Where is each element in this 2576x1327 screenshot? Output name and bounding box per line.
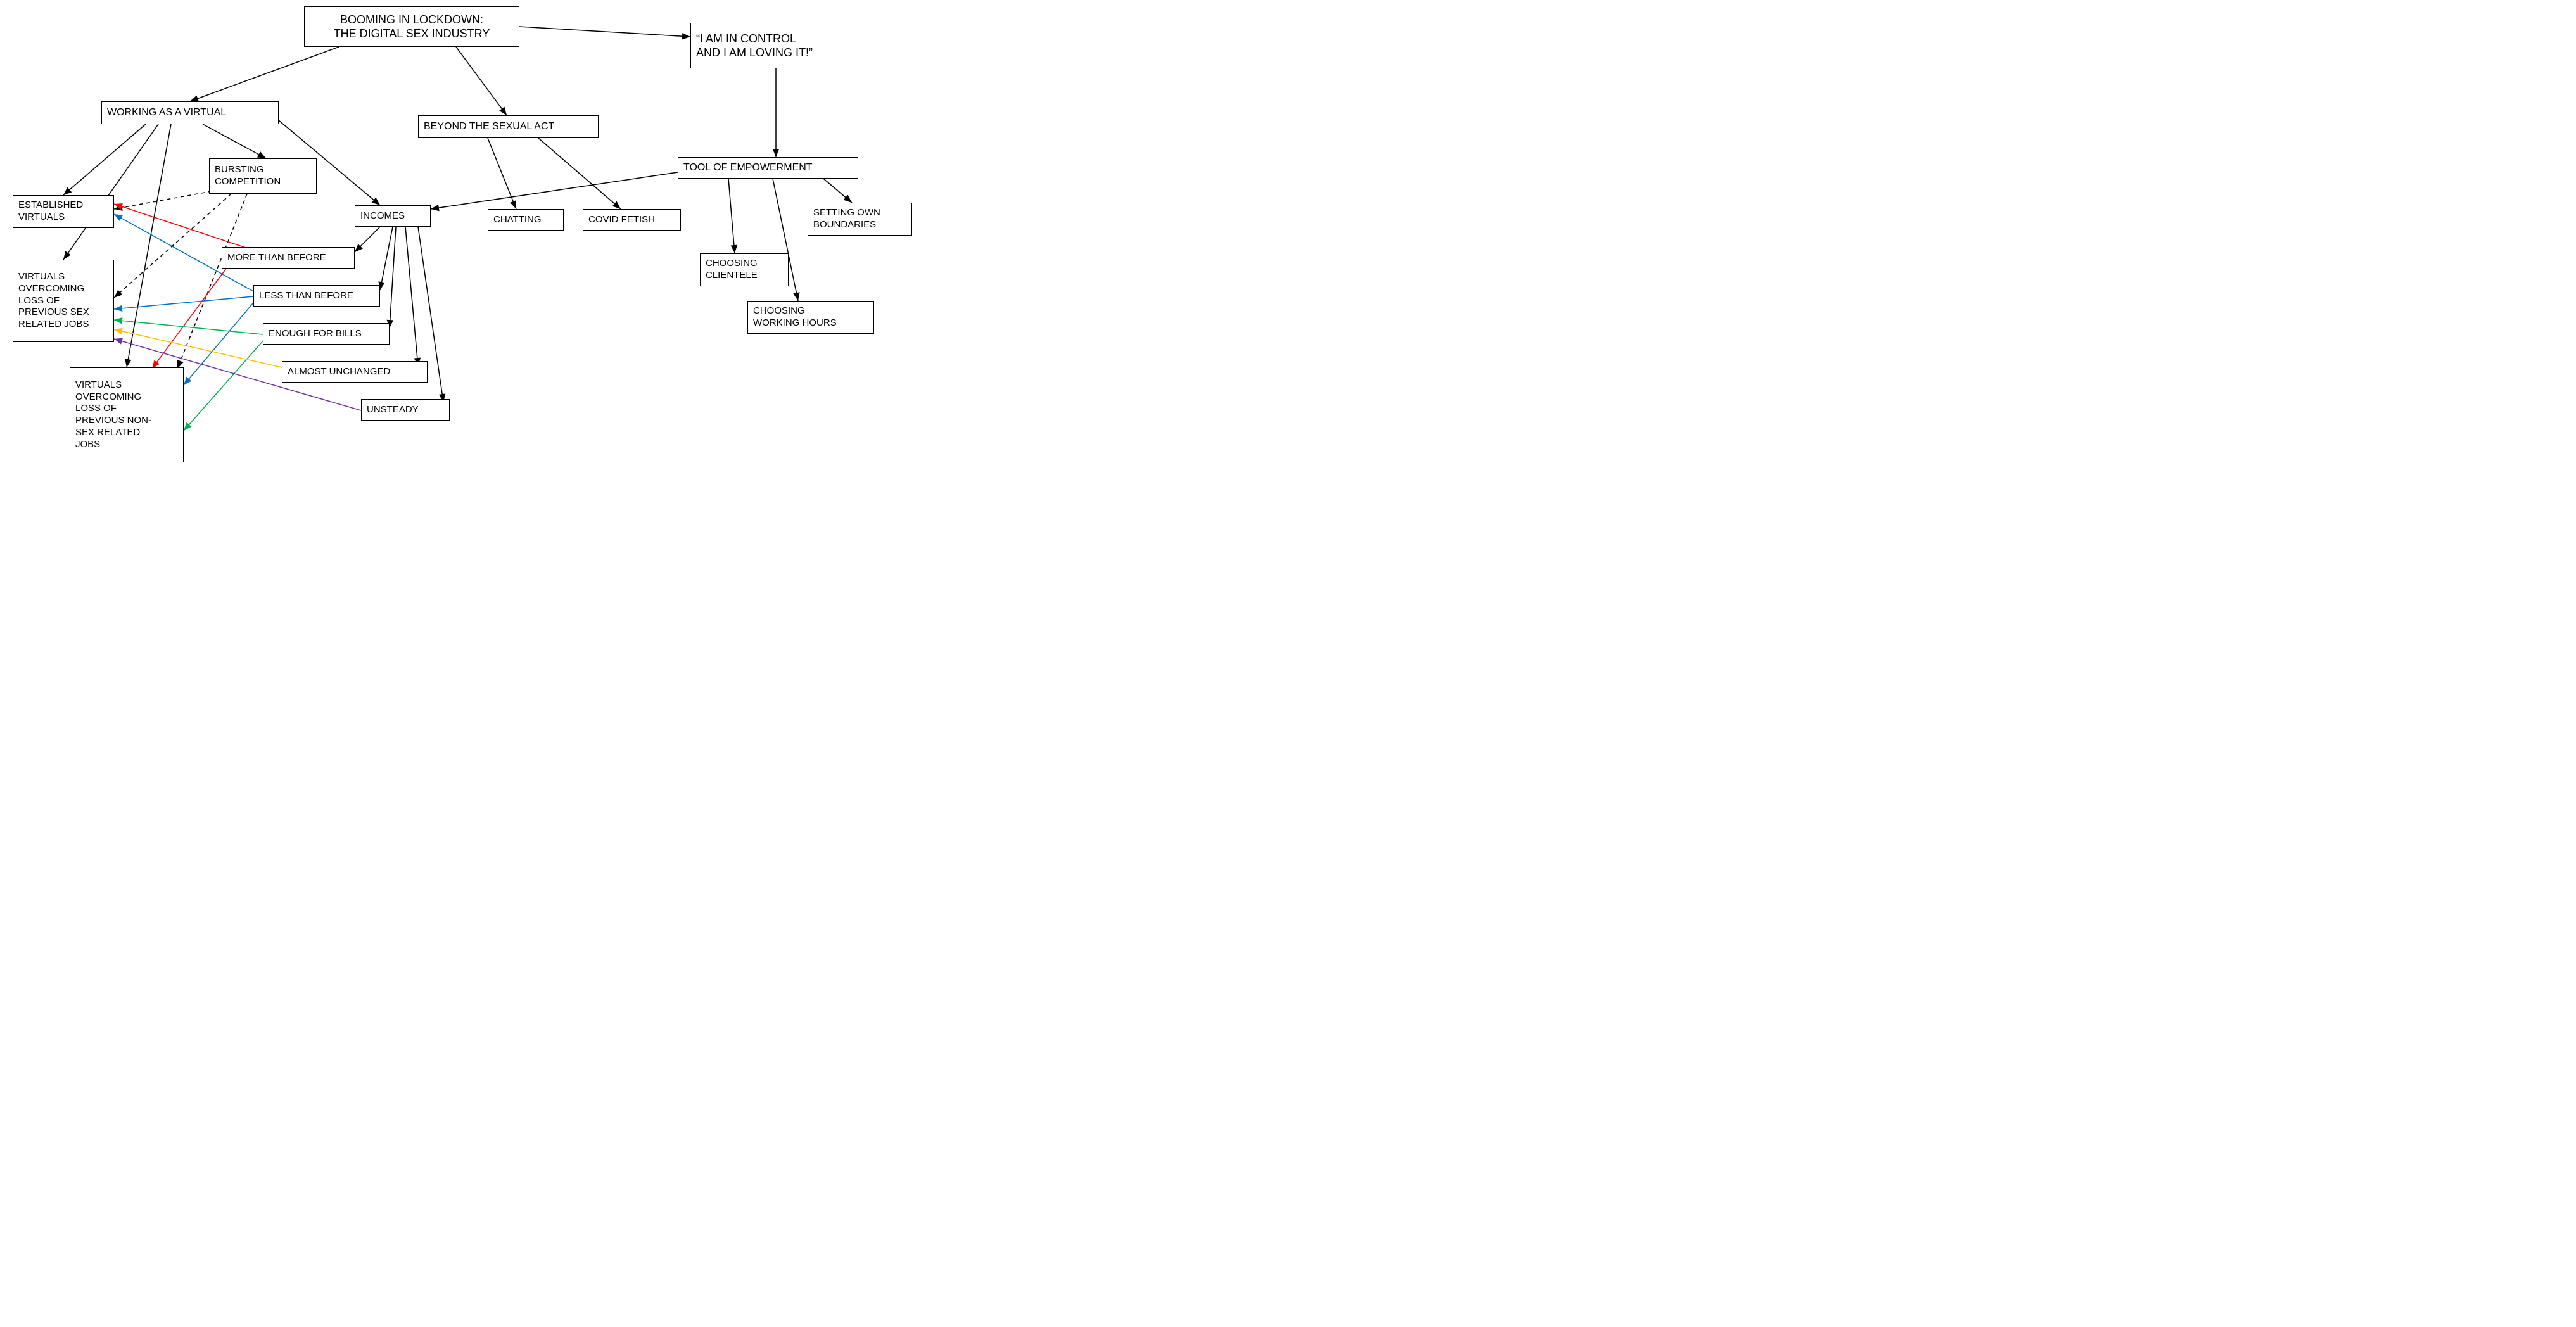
node-chatting: CHATTING bbox=[488, 209, 564, 231]
edge-incomes-less bbox=[378, 227, 393, 290]
node-working: WORKING AS A VIRTUAL bbox=[101, 101, 279, 124]
node-tool: TOOL OF EMPOWERMENT bbox=[678, 157, 858, 179]
edge-incomes-almost bbox=[405, 227, 421, 366]
edge-root-working bbox=[190, 47, 339, 101]
node-incomes: INCOMES bbox=[355, 205, 431, 227]
edge-bursting-vsex bbox=[114, 194, 231, 298]
edge-working-vnon bbox=[125, 124, 171, 367]
node-unsteady: UNSTEADY bbox=[361, 399, 450, 421]
edge-working-vsex bbox=[63, 124, 158, 260]
edge-bursting-vnon bbox=[177, 194, 247, 369]
edge-tool-setbound bbox=[823, 179, 852, 203]
node-hours: CHOOSING WORKING HOURS bbox=[747, 301, 874, 334]
node-quote: “I AM IN CONTROL AND I AM LOVING IT!” bbox=[690, 23, 877, 68]
edge-enough-vnon-green bbox=[184, 339, 265, 431]
edge-beyond-chatting bbox=[488, 138, 516, 209]
edge-tool-clientele bbox=[728, 179, 737, 253]
edge-more-est-red bbox=[114, 203, 253, 250]
edge-bursting-est bbox=[114, 190, 219, 211]
node-setbound: SETTING OWN BOUNDARIES bbox=[808, 203, 912, 236]
node-less: LESS THAN BEFORE bbox=[253, 285, 380, 307]
node-more: MORE THAN BEFORE bbox=[222, 247, 355, 269]
edge-enough-vsex-green bbox=[114, 317, 263, 334]
edge-working-bursting bbox=[203, 124, 266, 158]
diagram-canvas: BOOMING IN LOCKDOWN: THE DIGITAL SEX IND… bbox=[0, 0, 963, 500]
edge-less-vsex-blue bbox=[114, 296, 253, 312]
node-clientele: CHOOSING CLIENTELE bbox=[700, 253, 789, 286]
edge-less-vnon-blue bbox=[184, 303, 253, 385]
edge-incomes-enough bbox=[387, 227, 396, 328]
edge-root-quote bbox=[519, 27, 690, 39]
node-vnon: VIRTUALS OVERCOMING LOSS OF PREVIOUS NON… bbox=[70, 367, 184, 462]
node-beyond: BEYOND THE SEXUAL ACT bbox=[418, 115, 599, 138]
node-enough: ENOUGH FOR BILLS bbox=[263, 323, 390, 345]
node-est: ESTABLISHED VIRTUALS bbox=[13, 195, 114, 228]
edge-beyond-covid bbox=[538, 138, 621, 209]
node-covid: COVID FETISH bbox=[583, 209, 681, 231]
edge-working-est bbox=[63, 124, 146, 195]
edge-incomes-more bbox=[355, 227, 380, 252]
node-root: BOOMING IN LOCKDOWN: THE DIGITAL SEX IND… bbox=[304, 6, 519, 47]
node-vsex: VIRTUALS OVERCOMING LOSS OF PREVIOUS SEX… bbox=[13, 260, 114, 342]
edge-more-vnon-red bbox=[152, 266, 228, 369]
node-bursting: BURSTING COMPETITION bbox=[209, 158, 317, 194]
edge-tool-incomes bbox=[431, 172, 678, 211]
edge-quote-tool bbox=[773, 68, 779, 157]
edge-root-beyond bbox=[456, 47, 507, 115]
node-almost: ALMOST UNCHANGED bbox=[282, 361, 428, 383]
edge-almost-vsex-yellow bbox=[114, 328, 282, 367]
